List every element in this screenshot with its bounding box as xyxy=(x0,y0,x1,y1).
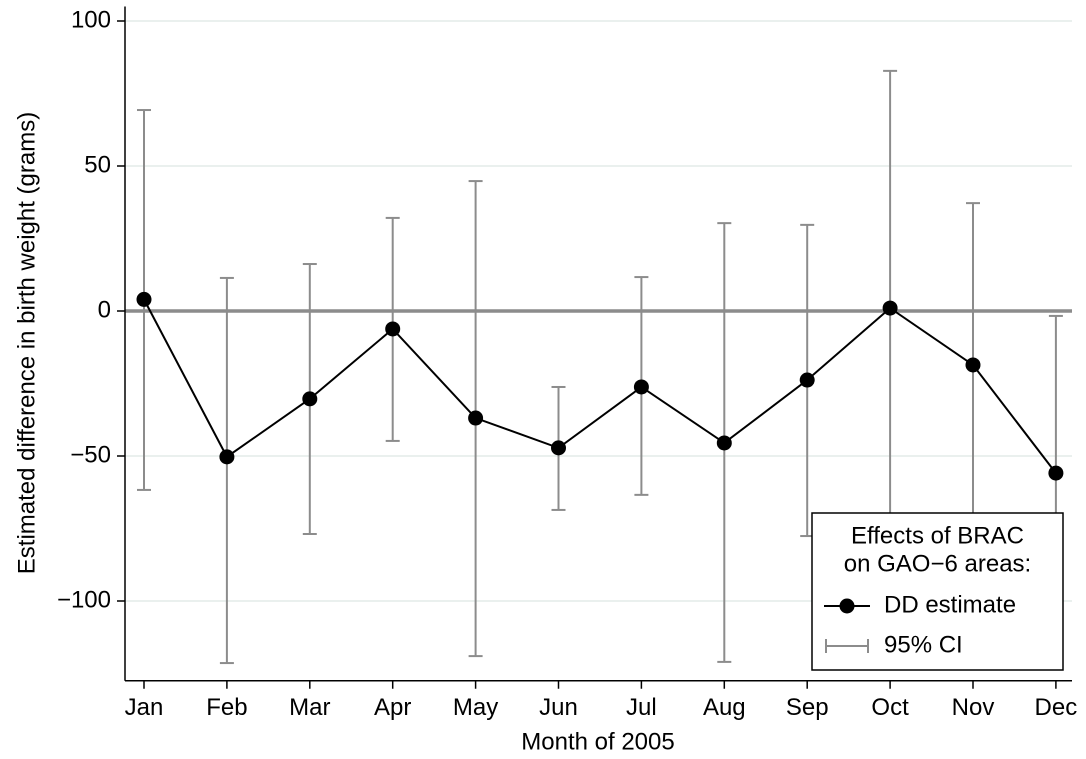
marker xyxy=(551,440,566,456)
marker xyxy=(219,449,235,465)
x-tick-label: Aug xyxy=(703,694,746,721)
x-tick-label: Apr xyxy=(374,694,411,721)
marker xyxy=(302,391,318,407)
marker xyxy=(965,357,981,373)
x-tick-label: Oct xyxy=(871,694,909,721)
marker xyxy=(468,410,484,426)
marker xyxy=(633,379,649,395)
y-tick-label: 100 xyxy=(71,6,111,33)
legend-title: on GAO−6 areas: xyxy=(844,550,1031,577)
marker xyxy=(385,321,401,337)
error-bar xyxy=(219,276,234,665)
y-tick-label: −50 xyxy=(70,441,111,468)
marker xyxy=(1048,465,1064,481)
line xyxy=(143,298,1057,474)
marker xyxy=(716,435,732,451)
x-tick-label: Sep xyxy=(786,694,829,721)
y-tick-label: −100 xyxy=(57,586,111,613)
marker xyxy=(882,300,898,316)
x-tick-label: Nov xyxy=(952,694,995,721)
marker xyxy=(799,372,815,388)
x-tick-label: May xyxy=(453,694,498,721)
y-tick-label: 50 xyxy=(84,151,111,178)
y-axis-label: Estimated difference in birth weight (gr… xyxy=(13,112,40,574)
x-tick-label: Jun xyxy=(539,694,578,721)
x-axis-label: Month of 2005 xyxy=(521,728,674,755)
legend-label: 95% CI xyxy=(884,631,963,658)
legend-box xyxy=(811,512,1064,671)
x-tick-label: Mar xyxy=(289,694,330,721)
x-tick-label: Feb xyxy=(206,694,247,721)
marker xyxy=(136,291,152,307)
legend-marker xyxy=(839,598,855,614)
legend-title: Effects of BRAC xyxy=(851,522,1024,549)
x-tick-label: Jul xyxy=(626,694,657,721)
x-tick-label: Dec xyxy=(1035,694,1078,721)
x-tick-label: Jan xyxy=(125,694,164,721)
legend-label: DD estimate xyxy=(884,591,1016,618)
y-tick-label: 0 xyxy=(98,296,111,323)
